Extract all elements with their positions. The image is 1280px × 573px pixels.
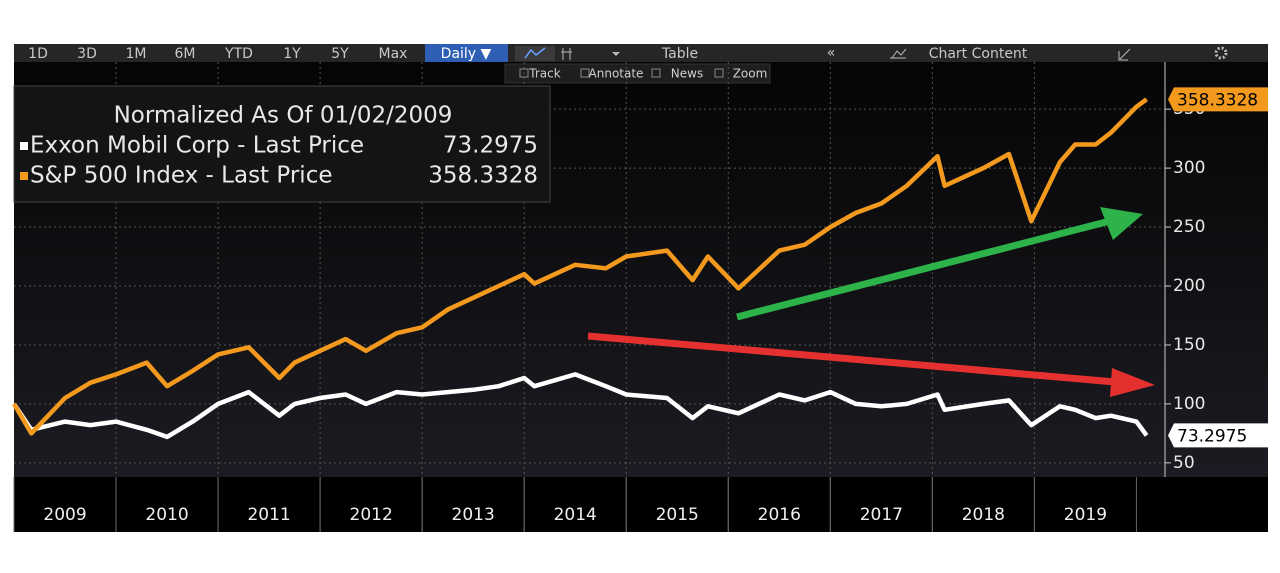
frequency-button[interactable]	[425, 44, 508, 62]
gear-icon[interactable]	[1214, 46, 1228, 60]
y-tick-label: 250	[1173, 217, 1205, 237]
legend-entry: S&P 500 Index - Last Price	[30, 163, 333, 189]
x-tick-label: 2009	[43, 505, 86, 525]
subtool-button[interactable]: Zoom	[733, 67, 768, 81]
x-tick-label: 2016	[758, 505, 801, 525]
chart-content-button[interactable]: Chart Content	[929, 46, 1028, 62]
last-price-tag	[1168, 423, 1268, 448]
y-tick-label: 200	[1173, 276, 1205, 296]
subtool-icon	[651, 68, 661, 78]
y-tick-label: 100	[1173, 394, 1205, 414]
y-tick-label: 300	[1173, 158, 1205, 178]
x-tick-label: 2015	[656, 505, 699, 525]
content-icon	[890, 48, 907, 59]
legend-swatch	[20, 172, 28, 180]
x-tick-label: 2013	[452, 505, 495, 525]
range-button[interactable]: Max	[379, 46, 408, 62]
toolbar	[14, 44, 1268, 62]
legend-value: 358.3328	[428, 163, 538, 189]
range-button[interactable]: YTD	[224, 46, 253, 62]
x-axis-band	[14, 477, 1165, 532]
range-button[interactable]: 5Y	[331, 46, 349, 62]
up-arrow	[736, 217, 1111, 321]
range-button[interactable]: 1M	[126, 46, 147, 62]
bar-icon	[561, 48, 572, 60]
dropdown-icon	[612, 52, 620, 56]
last-price-label: 73.2975	[1177, 426, 1247, 446]
x-tick-label: 2019	[1064, 505, 1107, 525]
legend-swatch	[20, 142, 28, 150]
range-button[interactable]: 3D	[77, 46, 97, 62]
x-tick-label: 2012	[350, 505, 393, 525]
subtool-icon	[580, 68, 590, 78]
subtool-button[interactable]: Annotate	[589, 67, 644, 81]
y-tick-label: 50	[1173, 453, 1195, 473]
x-tick-label: 2018	[962, 505, 1005, 525]
x-tick-label: 2017	[860, 505, 903, 525]
down-arrow	[587, 332, 1116, 386]
edit-icon[interactable]	[1118, 48, 1131, 61]
legend-entry: Exxon Mobil Corp - Last Price	[30, 133, 364, 159]
subtool-icon	[519, 68, 529, 78]
legend-title: Normalized As Of 01/02/2009	[114, 103, 453, 129]
series-line	[12, 372, 1149, 440]
y-tick-label: 150	[1173, 335, 1205, 355]
range-button[interactable]: 6M	[175, 46, 196, 62]
range-button[interactable]: 1Y	[283, 46, 301, 62]
subtoolbar	[504, 63, 771, 84]
x-tick-label: 2010	[145, 505, 188, 525]
down-arrow-head	[1110, 368, 1155, 397]
legend-box	[13, 85, 551, 203]
line-icon	[524, 47, 546, 59]
collapse-button[interactable]: «	[827, 45, 836, 61]
last-price-tag	[1168, 87, 1268, 112]
table-button[interactable]: Table	[661, 46, 698, 62]
subtool-button[interactable]: Track	[528, 67, 560, 81]
last-price-label: 358.3328	[1177, 90, 1258, 110]
frequency-label[interactable]: Daily ▼	[441, 46, 492, 62]
up-arrow-head	[1100, 207, 1143, 240]
range-button[interactable]: 1D	[28, 46, 48, 62]
x-tick-label: 2011	[247, 505, 290, 525]
subtool-button[interactable]: News	[671, 67, 703, 81]
x-tick-label: 2014	[554, 505, 597, 525]
series-line	[12, 97, 1148, 436]
legend-value: 73.2975	[443, 133, 538, 159]
subtool-icon	[714, 68, 724, 78]
